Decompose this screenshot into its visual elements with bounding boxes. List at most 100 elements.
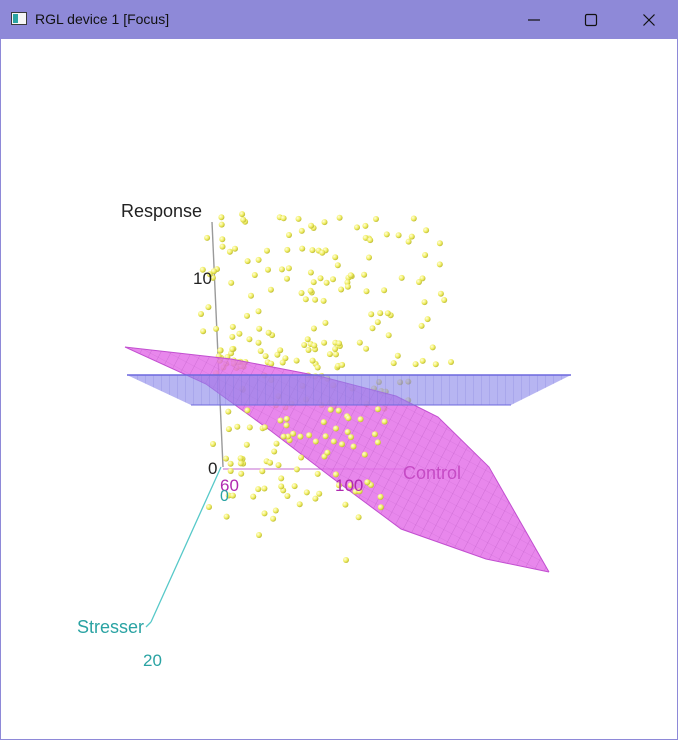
rgl-3d-scene[interactable]: Response 10 0 60 100 Control 0 Stresser …	[1, 39, 677, 739]
data-point	[295, 215, 302, 222]
data-point	[299, 245, 306, 252]
data-point	[311, 342, 318, 349]
rgl-3d-viewport[interactable]: Response 10 0 60 100 Control 0 Stresser …	[1, 39, 677, 739]
data-point	[261, 485, 268, 492]
data-point	[244, 258, 251, 265]
data-point	[293, 466, 300, 473]
data-point	[244, 407, 251, 414]
data-point	[275, 462, 282, 469]
data-point	[280, 215, 287, 222]
data-point	[416, 279, 422, 285]
data-point	[309, 357, 316, 364]
close-icon	[643, 13, 655, 26]
data-point	[373, 216, 379, 222]
data-point	[261, 424, 268, 431]
stresser-axis-tail	[145, 621, 152, 628]
data-point	[223, 513, 230, 520]
data-point	[368, 311, 375, 318]
data-point	[246, 424, 253, 431]
data-point	[264, 247, 270, 254]
data-point	[332, 471, 339, 478]
data-point	[323, 279, 330, 286]
data-point	[219, 243, 226, 250]
data-point	[259, 468, 266, 475]
data-point	[303, 489, 310, 496]
data-point	[262, 353, 269, 360]
data-point	[324, 449, 331, 456]
data-point	[424, 316, 431, 323]
data-point	[319, 249, 326, 256]
data-point	[395, 232, 402, 239]
data-point	[265, 266, 271, 273]
data-point	[282, 355, 289, 362]
data-point	[199, 266, 206, 273]
data-point	[437, 290, 444, 297]
data-point	[385, 332, 392, 339]
data-point	[357, 416, 364, 423]
data-point	[219, 236, 226, 243]
stresser-axis-line	[150, 466, 222, 623]
data-point	[218, 221, 225, 228]
data-point	[381, 418, 388, 425]
data-point	[290, 430, 297, 437]
data-point	[213, 325, 220, 332]
data-point	[237, 455, 244, 462]
data-point	[251, 272, 258, 278]
data-point	[277, 417, 284, 424]
data-point	[345, 415, 352, 422]
data-point	[342, 501, 349, 508]
data-point	[384, 310, 391, 317]
data-point	[369, 325, 376, 332]
minimize-icon	[528, 18, 540, 21]
data-point	[309, 247, 316, 254]
data-point	[356, 339, 363, 346]
data-point	[227, 460, 234, 467]
data-point	[336, 340, 343, 347]
data-point	[333, 425, 339, 432]
data-point	[236, 330, 243, 337]
data-point	[312, 495, 319, 502]
title-bar[interactable]: RGL device 1 [Focus]	[1, 0, 678, 39]
data-point	[377, 493, 384, 500]
data-point	[285, 265, 292, 272]
data-point	[362, 234, 369, 241]
data-point	[321, 339, 328, 346]
data-point	[410, 215, 417, 222]
data-point	[305, 347, 312, 353]
data-point	[422, 252, 429, 258]
maximize-button[interactable]	[563, 0, 619, 39]
data-point	[229, 333, 236, 340]
data-point	[279, 359, 286, 366]
data-point	[339, 441, 345, 448]
data-point	[316, 490, 323, 497]
data-point	[265, 329, 272, 336]
rgl-window-icon	[11, 12, 27, 25]
data-point	[302, 296, 309, 303]
data-point	[308, 222, 315, 229]
data-point	[394, 352, 401, 359]
data-point	[255, 256, 262, 263]
data-point	[273, 440, 280, 447]
data-point	[448, 359, 454, 365]
data-point	[332, 254, 339, 261]
data-point	[423, 227, 430, 234]
minimize-button[interactable]	[506, 0, 562, 39]
data-point	[347, 482, 354, 489]
data-point	[255, 339, 262, 346]
close-button[interactable]	[621, 0, 677, 39]
data-point	[228, 279, 235, 286]
data-point	[310, 325, 317, 332]
data-point	[297, 433, 304, 440]
stresser-tick-20: 20	[143, 651, 162, 670]
stresser-tick-0: 0	[220, 488, 229, 505]
data-point	[200, 328, 207, 335]
data-point	[306, 432, 313, 439]
data-point	[284, 493, 291, 499]
data-point	[256, 325, 263, 332]
data-point	[344, 283, 351, 290]
response-tick-0: 0	[208, 459, 217, 478]
maximize-icon	[584, 13, 598, 26]
data-point	[240, 216, 247, 223]
data-point	[293, 357, 300, 364]
